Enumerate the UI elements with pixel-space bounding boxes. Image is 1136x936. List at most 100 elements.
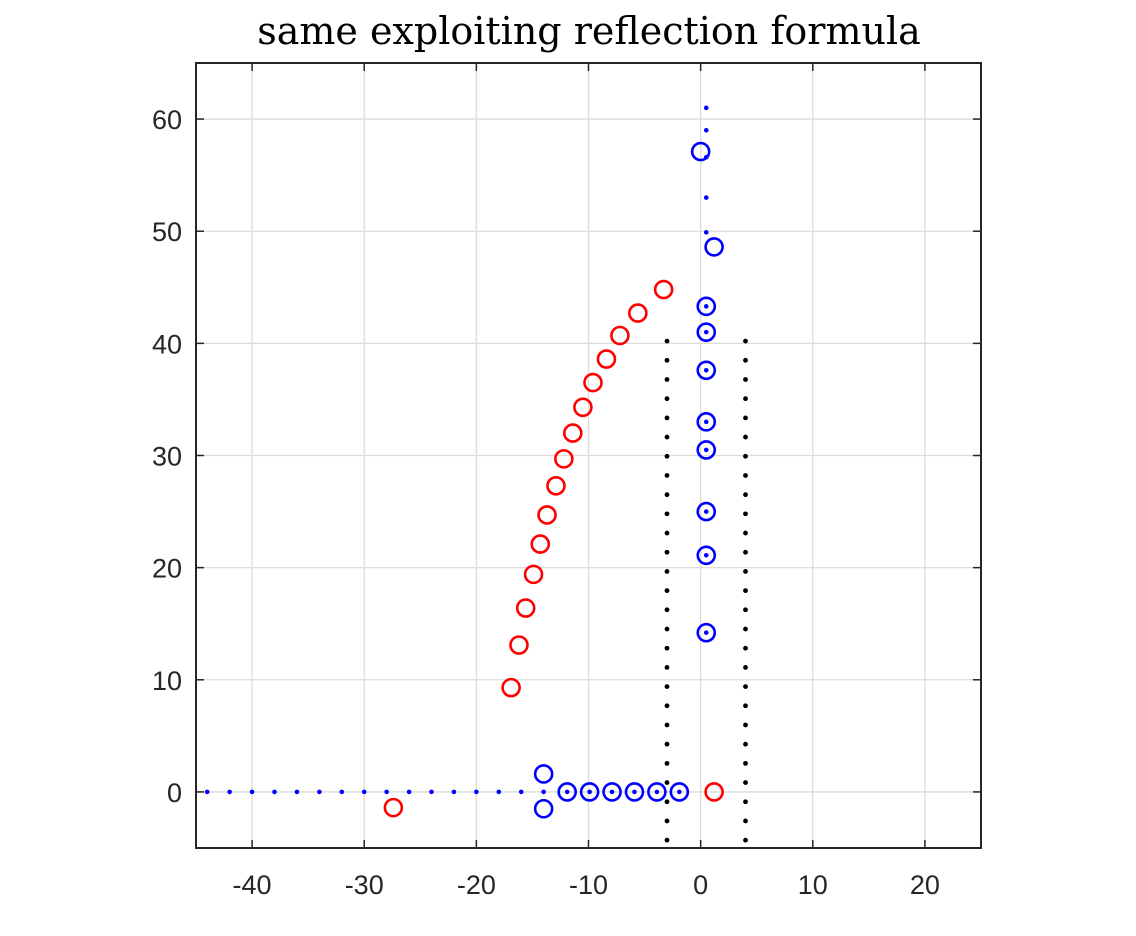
blue-dot-marker — [703, 447, 709, 453]
blue-circle-marker — [602, 782, 622, 802]
grid — [196, 63, 981, 848]
black-dot-marker — [664, 741, 670, 747]
black-dot-marker — [743, 645, 748, 651]
blue-dot-marker — [541, 789, 546, 795]
red-circle-marker — [628, 303, 648, 323]
black-dot-marker — [743, 338, 748, 344]
x-tick-label: 0 — [693, 870, 708, 900]
black-dot-marker — [743, 396, 748, 402]
blue-dot-marker — [609, 789, 615, 795]
red-circle-marker — [562, 423, 583, 443]
blue-dot-marker — [587, 789, 592, 795]
black-dot-marker — [664, 396, 670, 402]
blue-dot-marker — [703, 509, 709, 514]
black-dot-marker — [664, 665, 670, 670]
black-dot-marker — [743, 357, 748, 363]
red-circle-marker — [509, 635, 529, 655]
x-tick-label: -30 — [345, 870, 384, 900]
black-dot-marker — [743, 665, 748, 670]
blue-dot-marker — [703, 154, 709, 160]
plot-frame — [195, 62, 982, 849]
red-circle-marker — [610, 325, 630, 346]
y-tick-label: 50 — [152, 217, 182, 247]
black-dot-marker — [664, 569, 670, 574]
blue-dot-marker — [703, 419, 709, 425]
red-circle-marker — [530, 534, 551, 554]
red-circle-marker — [573, 397, 593, 418]
y-tick-label: 40 — [152, 329, 182, 359]
blue-circle-marker — [696, 501, 717, 522]
blue-dot-marker — [496, 789, 502, 795]
red-circle-marker — [653, 279, 674, 300]
black-dot-marker — [664, 760, 670, 766]
blue-circle-marker — [690, 141, 711, 162]
red-circle-marker — [523, 564, 544, 585]
blue-dot-marker — [361, 789, 367, 795]
black-dot-marker — [743, 415, 748, 421]
x-tick-label: 20 — [910, 870, 940, 900]
black-dot-marker — [743, 453, 748, 459]
blue-dot-marker — [518, 789, 524, 795]
black-dot-marker — [664, 511, 670, 517]
blue-circle-marker — [579, 782, 600, 802]
black-dot-marker — [743, 760, 748, 766]
red-circle-marker — [383, 797, 404, 818]
black-dot-marker — [743, 722, 748, 728]
black-dot-marker — [743, 818, 748, 824]
black-dot-marker — [664, 453, 670, 459]
blue-dot-marker — [474, 789, 479, 795]
blue-dot-marker — [703, 367, 709, 373]
blue-dot-marker — [249, 789, 255, 795]
blue-dot-marker — [703, 630, 709, 635]
blue-circle-marker — [696, 440, 717, 460]
blue-dot-marker — [564, 789, 570, 795]
black-dot-marker — [743, 588, 748, 594]
blue-dot-marker — [294, 789, 300, 795]
black-dot-marker — [743, 780, 748, 785]
blue-circle-marker — [647, 782, 667, 802]
black-dot-marker — [664, 338, 670, 344]
black-dot-marker — [664, 818, 670, 824]
blue-dot-marker — [272, 789, 277, 795]
blue-dot-marker — [703, 304, 709, 309]
black-dot-marker — [743, 799, 748, 805]
blue-dot-marker — [654, 789, 660, 795]
black-dot-marker — [664, 780, 670, 785]
black-dot-marker — [664, 549, 670, 555]
y-tick-labels: 0 10 20 30 40 50 60 — [152, 105, 182, 808]
black-dot-marker — [743, 492, 748, 498]
blue-dot-marker — [703, 553, 709, 558]
x-tick-label: 10 — [798, 870, 828, 900]
blue-circle-marker — [533, 764, 554, 784]
black-dot-marker — [743, 473, 748, 478]
blue-dot-marker — [451, 789, 457, 795]
black-dot-marker — [664, 626, 670, 632]
red-circle-marker — [596, 349, 617, 369]
blue-dot-marker — [384, 789, 389, 795]
black-dot-marker — [743, 569, 748, 574]
black-dot-marker — [743, 434, 748, 440]
x-tick-label: -20 — [457, 870, 496, 900]
blue-dot-marker — [632, 789, 637, 795]
blue-circle-marker — [533, 798, 554, 819]
blue-dot-marker — [339, 789, 345, 795]
black-dot-marker — [664, 492, 670, 498]
red-circle-marker — [537, 505, 557, 525]
blue-dot-marker — [429, 789, 434, 795]
black-dot-marker — [664, 645, 670, 651]
black-dot-marker — [743, 607, 748, 613]
black-dot-marker — [743, 837, 748, 843]
blue-circle-marker — [696, 412, 717, 432]
black-dot-marker — [664, 799, 670, 805]
black-dot-marker — [743, 377, 748, 382]
blue-dot-marker — [703, 195, 709, 200]
black-dot-marker — [664, 434, 670, 440]
black-dot-marker — [664, 530, 670, 536]
red-circle-marker — [583, 372, 603, 393]
blue-dot-marker — [677, 789, 682, 795]
black-dot-marker — [664, 588, 670, 594]
blue-dot-marker — [204, 789, 210, 795]
blue-circle-marker — [704, 237, 724, 257]
y-tick-label: 20 — [152, 554, 182, 584]
blue-dot-marker — [227, 789, 232, 795]
